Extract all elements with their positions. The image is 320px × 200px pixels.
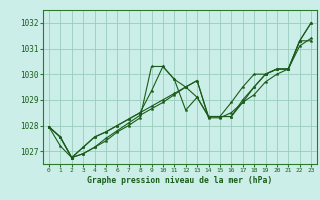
X-axis label: Graphe pression niveau de la mer (hPa): Graphe pression niveau de la mer (hPa) [87, 176, 273, 185]
